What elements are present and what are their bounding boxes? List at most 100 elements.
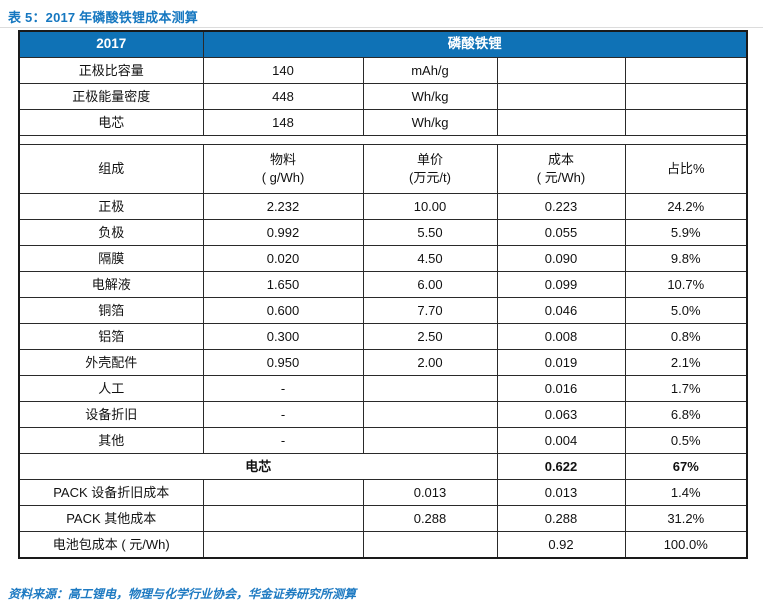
table-cell: - [202,427,364,454]
table-cell: - [202,401,364,428]
table-cell: 外壳配件 [18,349,204,376]
table-cell: 铜箔 [18,297,204,324]
table-cell: 0.099 [496,271,626,298]
table-cell: 148 [202,109,364,136]
row-pack-equipment-depreciation: PACK 设备折旧成本 0.013 0.013 1.4% [18,479,748,506]
row-casing-parts: 外壳配件 0.950 2.00 0.019 2.1% [18,349,748,376]
table-cell: 0.288 [362,505,498,532]
table-cell [362,427,498,454]
table-cell: 负极 [18,219,204,246]
table-cell: 10.00 [362,193,498,220]
table-header-row: 2017 磷酸铁锂 [18,30,748,58]
table-cell: 0.92 [496,531,626,559]
table-cell: 铝箔 [18,323,204,350]
row-cathode-energy-density: 正极能量密度 448 Wh/kg [18,83,748,110]
table-cell: 2.232 [202,193,364,220]
table-cell: 1.4% [624,479,748,506]
table-cell: 5.50 [362,219,498,246]
table-cell: mAh/g [362,57,498,84]
row-labor: 人工 - 0.016 1.7% [18,375,748,402]
cost-table-body: 2017 磷酸铁锂 正极比容量 140 mAh/g 正极能量密度 448 Wh/kg 电芯 148… [18,30,748,559]
row-cathode: 正极 2.232 10.00 0.223 24.2% [18,193,748,220]
row-equipment-depreciation: 设备折旧 - 0.063 6.8% [18,401,748,428]
table-cell: 0.992 [202,219,364,246]
table-cell: Wh/kg [362,109,498,136]
table-cell [624,83,748,110]
table-cell [362,401,498,428]
table-cell: 正极 [18,193,204,220]
table-cell: 31.2% [624,505,748,532]
table-cell [496,109,626,136]
table-cell: - [202,375,364,402]
table-cell: 人工 [18,375,204,402]
table-cell [202,479,364,506]
table-cell [496,83,626,110]
table-cell: 物料 ( g/Wh) [202,144,364,194]
row-pack-total-cost: 电池包成本 ( 元/Wh) 0.92 100.0% [18,531,748,559]
table-cell: 正极比容量 [18,57,204,84]
table-cell: 4.50 [362,245,498,272]
row-aluminum-foil: 铝箔 0.300 2.50 0.008 0.8% [18,323,748,350]
table-cell: 0.008 [496,323,626,350]
table-cell [202,505,364,532]
table-cell: 设备折旧 [18,401,204,428]
table-cell: 其他 [18,427,204,454]
row-copper-foil: 铜箔 0.600 7.70 0.046 5.0% [18,297,748,324]
table-cell: 5.9% [624,219,748,246]
table-cell: 0.020 [202,245,364,272]
row-cell-energy-density: 电芯 148 Wh/kg [18,109,748,136]
table-cell [202,531,364,559]
table-cell: 0.300 [202,323,364,350]
spacer-row [18,135,748,145]
table-cell [624,109,748,136]
table-cell: 1.650 [202,271,364,298]
table-cell: 140 [202,57,364,84]
table-cell: 2.1% [624,349,748,376]
row-cathode-capacity: 正极比容量 140 mAh/g [18,57,748,84]
table-cell: 0.004 [496,427,626,454]
table-cell: 电池包成本 ( 元/Wh) [18,531,204,559]
table-cell [18,135,748,145]
table-cell: 0.055 [496,219,626,246]
table-cell: 24.2% [624,193,748,220]
table-cell: 电解液 [18,271,204,298]
row-cell-total: 电芯 0.622 67% [18,453,748,480]
table-cell: 0.950 [202,349,364,376]
table-cell: 0.063 [496,401,626,428]
row-anode: 负极 0.992 5.50 0.055 5.9% [18,219,748,246]
row-pack-other-cost: PACK 其他成本 0.288 0.288 31.2% [18,505,748,532]
table-cell: 9.8% [624,245,748,272]
table-cell: 6.8% [624,401,748,428]
table-cell: 2.50 [362,323,498,350]
table-cell: 67% [624,453,748,480]
row-separator-film: 隔膜 0.020 4.50 0.090 9.8% [18,245,748,272]
table-title: 表 5：2017 年磷酸铁锂成本测算 [8,10,198,25]
row-electrolyte: 电解液 1.650 6.00 0.099 10.7% [18,271,748,298]
table-cell: 5.0% [624,297,748,324]
column-header-row: 组成 物料 ( g/Wh) 单价 (万元/t) 成本 ( 元/Wh) 占比% [18,144,748,194]
table-cell: Wh/kg [362,83,498,110]
table-cell: 磷酸铁锂 [202,30,748,58]
table-cell: 0.622 [496,453,626,480]
table-cell: 正极能量密度 [18,83,204,110]
table-cell: 电芯 [18,453,498,480]
table-cell: 0.046 [496,297,626,324]
table-cell: 0.090 [496,245,626,272]
table-cell: 0.8% [624,323,748,350]
table-cell: PACK 其他成本 [18,505,204,532]
table-cell: 组成 [18,144,204,194]
table-cell: 2017 [18,30,204,58]
table-cell: 0.013 [362,479,498,506]
table-cell: 1.7% [624,375,748,402]
table-cell: 成本 ( 元/Wh) [496,144,626,194]
table-cell: 100.0% [624,531,748,559]
table-cell: 7.70 [362,297,498,324]
table-cell: 占比% [624,144,748,194]
table-cell: 0.013 [496,479,626,506]
table-cell: 隔膜 [18,245,204,272]
table-cell: 0.016 [496,375,626,402]
table-cell [362,375,498,402]
source-note: 资料来源：高工锂电，物理与化学行业协会，华金证券研究所测算 [8,587,357,601]
table-cell: 6.00 [362,271,498,298]
